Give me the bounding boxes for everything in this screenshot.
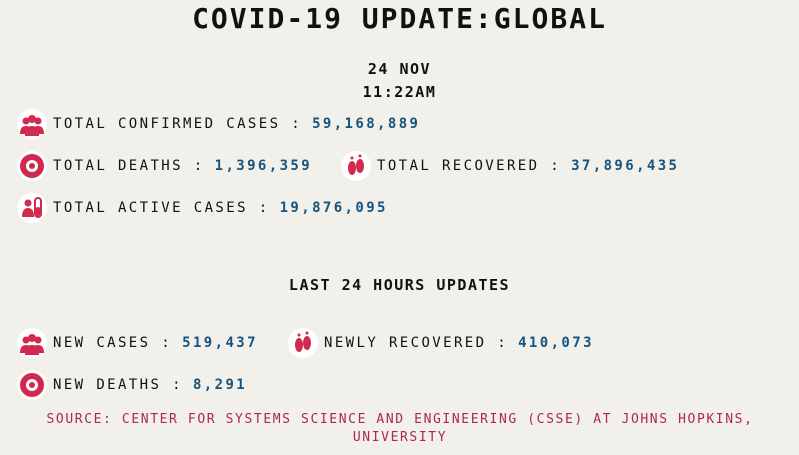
- stat-value: 37,896,435: [571, 158, 680, 174]
- title: COVID-19 UPDATE:GLOBAL: [192, 2, 607, 35]
- time: 11:22AM: [362, 83, 437, 101]
- stat-label: TOTAL RECOVERED :: [377, 158, 562, 174]
- stat-row: TOTAL DEATHS : 1,396,359: [17, 151, 312, 181]
- stat-label: NEW DEATHS :: [53, 377, 183, 393]
- stat-value: 8,291: [192, 377, 248, 393]
- stat-row: TOTAL CONFIRMED CASES : 59,168,889: [17, 109, 420, 139]
- stat-label: TOTAL ACTIVE CASES :: [53, 200, 270, 216]
- stat-label: TOTAL DEATHS :: [53, 158, 205, 174]
- stat-label: NEW CASES :: [53, 335, 173, 351]
- stat-value: 410,073: [518, 335, 594, 351]
- stat-value: 59,168,889: [312, 116, 421, 132]
- icon: [17, 328, 47, 358]
- stat-row: NEW CASES : 519,437: [17, 328, 258, 358]
- stat-value: 19,876,095: [279, 200, 388, 216]
- stat-row: TOTAL ACTIVE CASES : 19,876,095: [17, 193, 388, 223]
- stat-label: NEWLY RECOVERED :: [324, 335, 509, 351]
- icon: [341, 151, 371, 181]
- icon: [17, 109, 47, 139]
- stat-value: 519,437: [182, 335, 258, 351]
- stat-row: TOTAL RECOVERED : 37,896,435: [341, 151, 679, 181]
- stat-label: TOTAL CONFIRMED CASES :: [53, 116, 303, 132]
- stat-row: NEWLY RECOVERED : 410,073: [288, 328, 594, 358]
- source: SOURCE: CENTER FOR SYSTEMS SCIENCE AND E…: [46, 412, 754, 445]
- section-title: LAST 24 HOURS UPDATES: [288, 276, 511, 294]
- icon: [17, 193, 47, 223]
- icon: [17, 151, 47, 181]
- stat-row: NEW DEATHS : 8,291: [17, 370, 247, 400]
- date: 24 NOV: [367, 60, 432, 78]
- stat-value: 1,396,359: [214, 158, 313, 174]
- icon: [288, 328, 318, 358]
- icon: [17, 370, 47, 400]
